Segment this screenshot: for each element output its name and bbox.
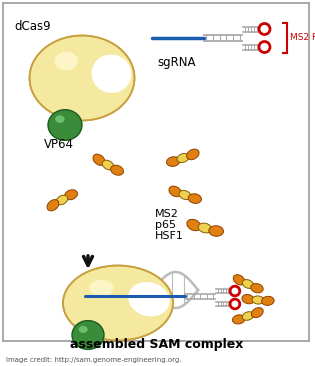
Ellipse shape — [55, 115, 65, 123]
Ellipse shape — [261, 296, 274, 305]
Ellipse shape — [209, 226, 224, 236]
Ellipse shape — [242, 295, 254, 304]
Text: MS2: MS2 — [155, 209, 179, 219]
Ellipse shape — [252, 296, 264, 304]
Ellipse shape — [79, 326, 88, 333]
Ellipse shape — [55, 52, 78, 70]
Text: sgRNA: sgRNA — [158, 56, 196, 69]
Ellipse shape — [47, 199, 59, 211]
Text: VP64: VP64 — [44, 138, 74, 151]
Text: MS2 RNA aptamers: MS2 RNA aptamers — [290, 34, 315, 42]
Ellipse shape — [56, 195, 68, 205]
Ellipse shape — [111, 165, 123, 175]
Ellipse shape — [251, 307, 263, 318]
Ellipse shape — [177, 153, 189, 163]
Ellipse shape — [233, 274, 245, 285]
Text: HSF1: HSF1 — [155, 231, 184, 241]
Ellipse shape — [72, 321, 104, 350]
Ellipse shape — [93, 154, 105, 165]
Text: p65: p65 — [155, 220, 176, 230]
Ellipse shape — [186, 149, 199, 160]
Ellipse shape — [65, 190, 77, 200]
Ellipse shape — [232, 315, 245, 324]
Ellipse shape — [128, 282, 169, 317]
Text: Image credit: http://sam.genome-engineering.org.: Image credit: http://sam.genome-engineer… — [6, 357, 181, 363]
Ellipse shape — [179, 190, 191, 199]
Ellipse shape — [89, 280, 114, 296]
Ellipse shape — [251, 284, 263, 293]
Ellipse shape — [167, 157, 180, 167]
Ellipse shape — [188, 194, 201, 203]
Ellipse shape — [198, 223, 212, 233]
Ellipse shape — [243, 280, 254, 288]
Ellipse shape — [63, 265, 173, 340]
Text: dCas9: dCas9 — [14, 20, 51, 33]
Ellipse shape — [169, 186, 181, 197]
Text: assembled SAM complex: assembled SAM complex — [70, 338, 244, 351]
Ellipse shape — [187, 219, 201, 231]
Ellipse shape — [48, 110, 82, 140]
Ellipse shape — [91, 55, 131, 93]
Ellipse shape — [242, 312, 254, 320]
Ellipse shape — [102, 160, 114, 170]
Ellipse shape — [30, 36, 135, 120]
